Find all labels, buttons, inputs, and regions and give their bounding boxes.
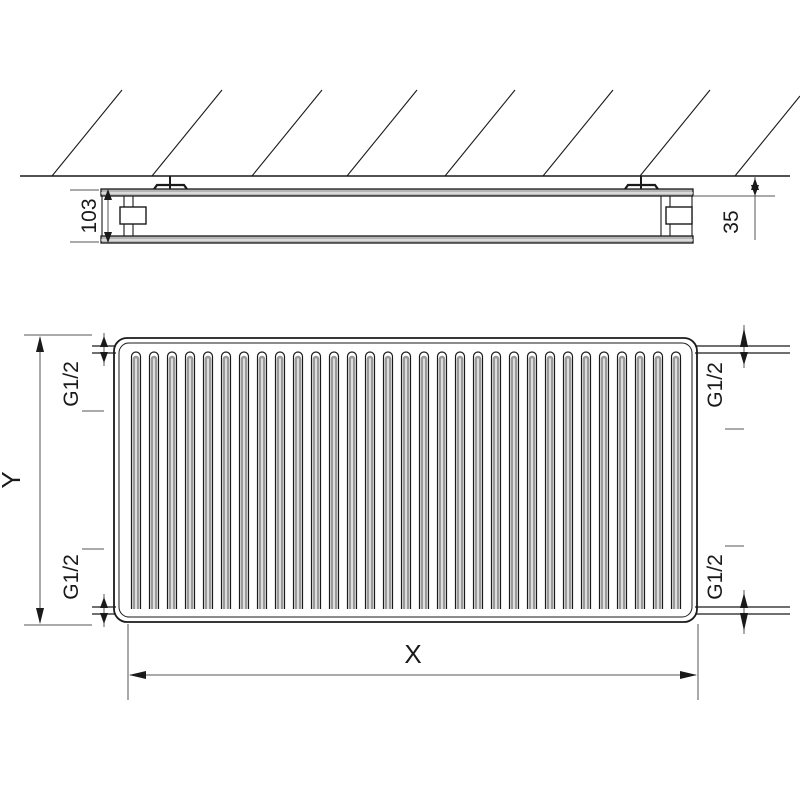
radiator-fin [256, 351, 268, 609]
thread-label-top-left-group: G1/2 [60, 361, 104, 412]
front-elevation-view: G1/2 G1/2 G1/2 G1/2 Y [0, 325, 790, 700]
thread-label-top-right: G1/2 [704, 362, 727, 408]
radiator-fin-shading [438, 355, 446, 609]
radiator-fin-shading [564, 355, 572, 609]
thread-label-top-right-group: G1/2 [704, 362, 744, 430]
radiator-fin-shading [582, 355, 590, 609]
thread-label-bottom-right-group: G1/2 [704, 545, 744, 600]
radiator-fin-shading [492, 355, 500, 609]
radiator-fin-shading [528, 355, 536, 609]
radiator-fin-shading [456, 355, 464, 609]
radiator-fin [364, 351, 376, 609]
radiator-fin [526, 351, 538, 609]
radiator-fin [490, 351, 502, 609]
thread-label-bottom-left: G1/2 [60, 554, 83, 600]
radiator-fin [634, 351, 646, 609]
radiator-fin-shading [384, 355, 392, 609]
radiator-fins-group [130, 351, 682, 609]
radiator-fin-shading [546, 355, 554, 609]
radiator-fin-shading [294, 355, 302, 609]
radiator-fin [166, 351, 178, 609]
radiator-panel-outline [113, 337, 698, 623]
radiator-fin [130, 351, 142, 609]
radiator-fin [562, 351, 574, 609]
side-section-view: 103 35 [20, 89, 800, 244]
radiator-fin [148, 351, 160, 609]
depth-dimension-label: 103 [78, 198, 101, 233]
dimension-gap-35: 35 [694, 176, 775, 240]
port-bottom-right [695, 590, 790, 634]
radiator-fin [670, 351, 682, 609]
radiator-bottom-plate [100, 235, 694, 244]
radiator-fin-shading [618, 355, 626, 609]
radiator-fin-shading [186, 355, 194, 609]
height-dimension-label: Y [0, 471, 26, 488]
radiator-fin [238, 351, 250, 609]
radiator-fin-shading [348, 355, 356, 609]
radiator-fin [580, 351, 592, 609]
radiator-fin-shading [168, 355, 176, 609]
connector-nipple-right [665, 206, 693, 225]
thread-label-bottom-right: G1/2 [704, 554, 727, 600]
radiator-fin [508, 351, 520, 609]
radiator-fin [400, 351, 412, 609]
radiator-fin-shading [420, 355, 428, 609]
radiator-fin [652, 351, 664, 609]
wall-hatching [51, 89, 800, 177]
radiator-fin [184, 351, 196, 609]
gap-dimension-label: 35 [720, 210, 743, 233]
dimension-width-x: X [127, 624, 699, 700]
connector-nipple-left [119, 206, 147, 225]
radiator-fin [202, 351, 214, 609]
radiator-fin [616, 351, 628, 609]
radiator-fin-shading [240, 355, 248, 609]
radiator-fin-shading [330, 355, 338, 609]
radiator-fin [598, 351, 610, 609]
radiator-fin-shading [654, 355, 662, 609]
radiator-fin [346, 351, 358, 609]
radiator-fin-shading [132, 355, 140, 609]
radiator-fin [544, 351, 556, 609]
radiator-fin [454, 351, 466, 609]
radiator-fin-shading [672, 355, 680, 609]
radiator-fin-shading [402, 355, 410, 609]
radiator-fin [418, 351, 430, 609]
radiator-fin [328, 351, 340, 609]
radiator-fin [220, 351, 232, 609]
radiator-fin-shading [150, 355, 158, 609]
radiator-fin [436, 351, 448, 609]
dimension-height-y: Y [0, 334, 92, 626]
radiator-fin-shading [312, 355, 320, 609]
dimension-depth-103: 103 [70, 189, 112, 243]
radiator-fin-shading [510, 355, 518, 609]
radiator-fin [274, 351, 286, 609]
radiator-fin [310, 351, 322, 609]
port-top-right [695, 325, 790, 368]
width-dimension-label: X [404, 639, 421, 669]
radiator-fin [382, 351, 394, 609]
radiator-fin [472, 351, 484, 609]
radiator-fin-shading [474, 355, 482, 609]
radiator-top-plate [100, 188, 694, 197]
port-top-left [92, 333, 116, 366]
thread-label-bottom-left-group: G1/2 [60, 548, 104, 600]
radiator-fin-shading [222, 355, 230, 609]
radiator-fin-shading [366, 355, 374, 609]
port-bottom-left [92, 594, 116, 627]
radiator-fin-shading [600, 355, 608, 609]
radiator-fin-shading [204, 355, 212, 609]
radiator-fin-shading [258, 355, 266, 609]
thread-label-top-left: G1/2 [60, 361, 83, 407]
radiator-fin-shading [276, 355, 284, 609]
radiator-fin-shading [636, 355, 644, 609]
radiator-fin [292, 351, 304, 609]
radiator-panel-inner-outline [118, 342, 693, 618]
